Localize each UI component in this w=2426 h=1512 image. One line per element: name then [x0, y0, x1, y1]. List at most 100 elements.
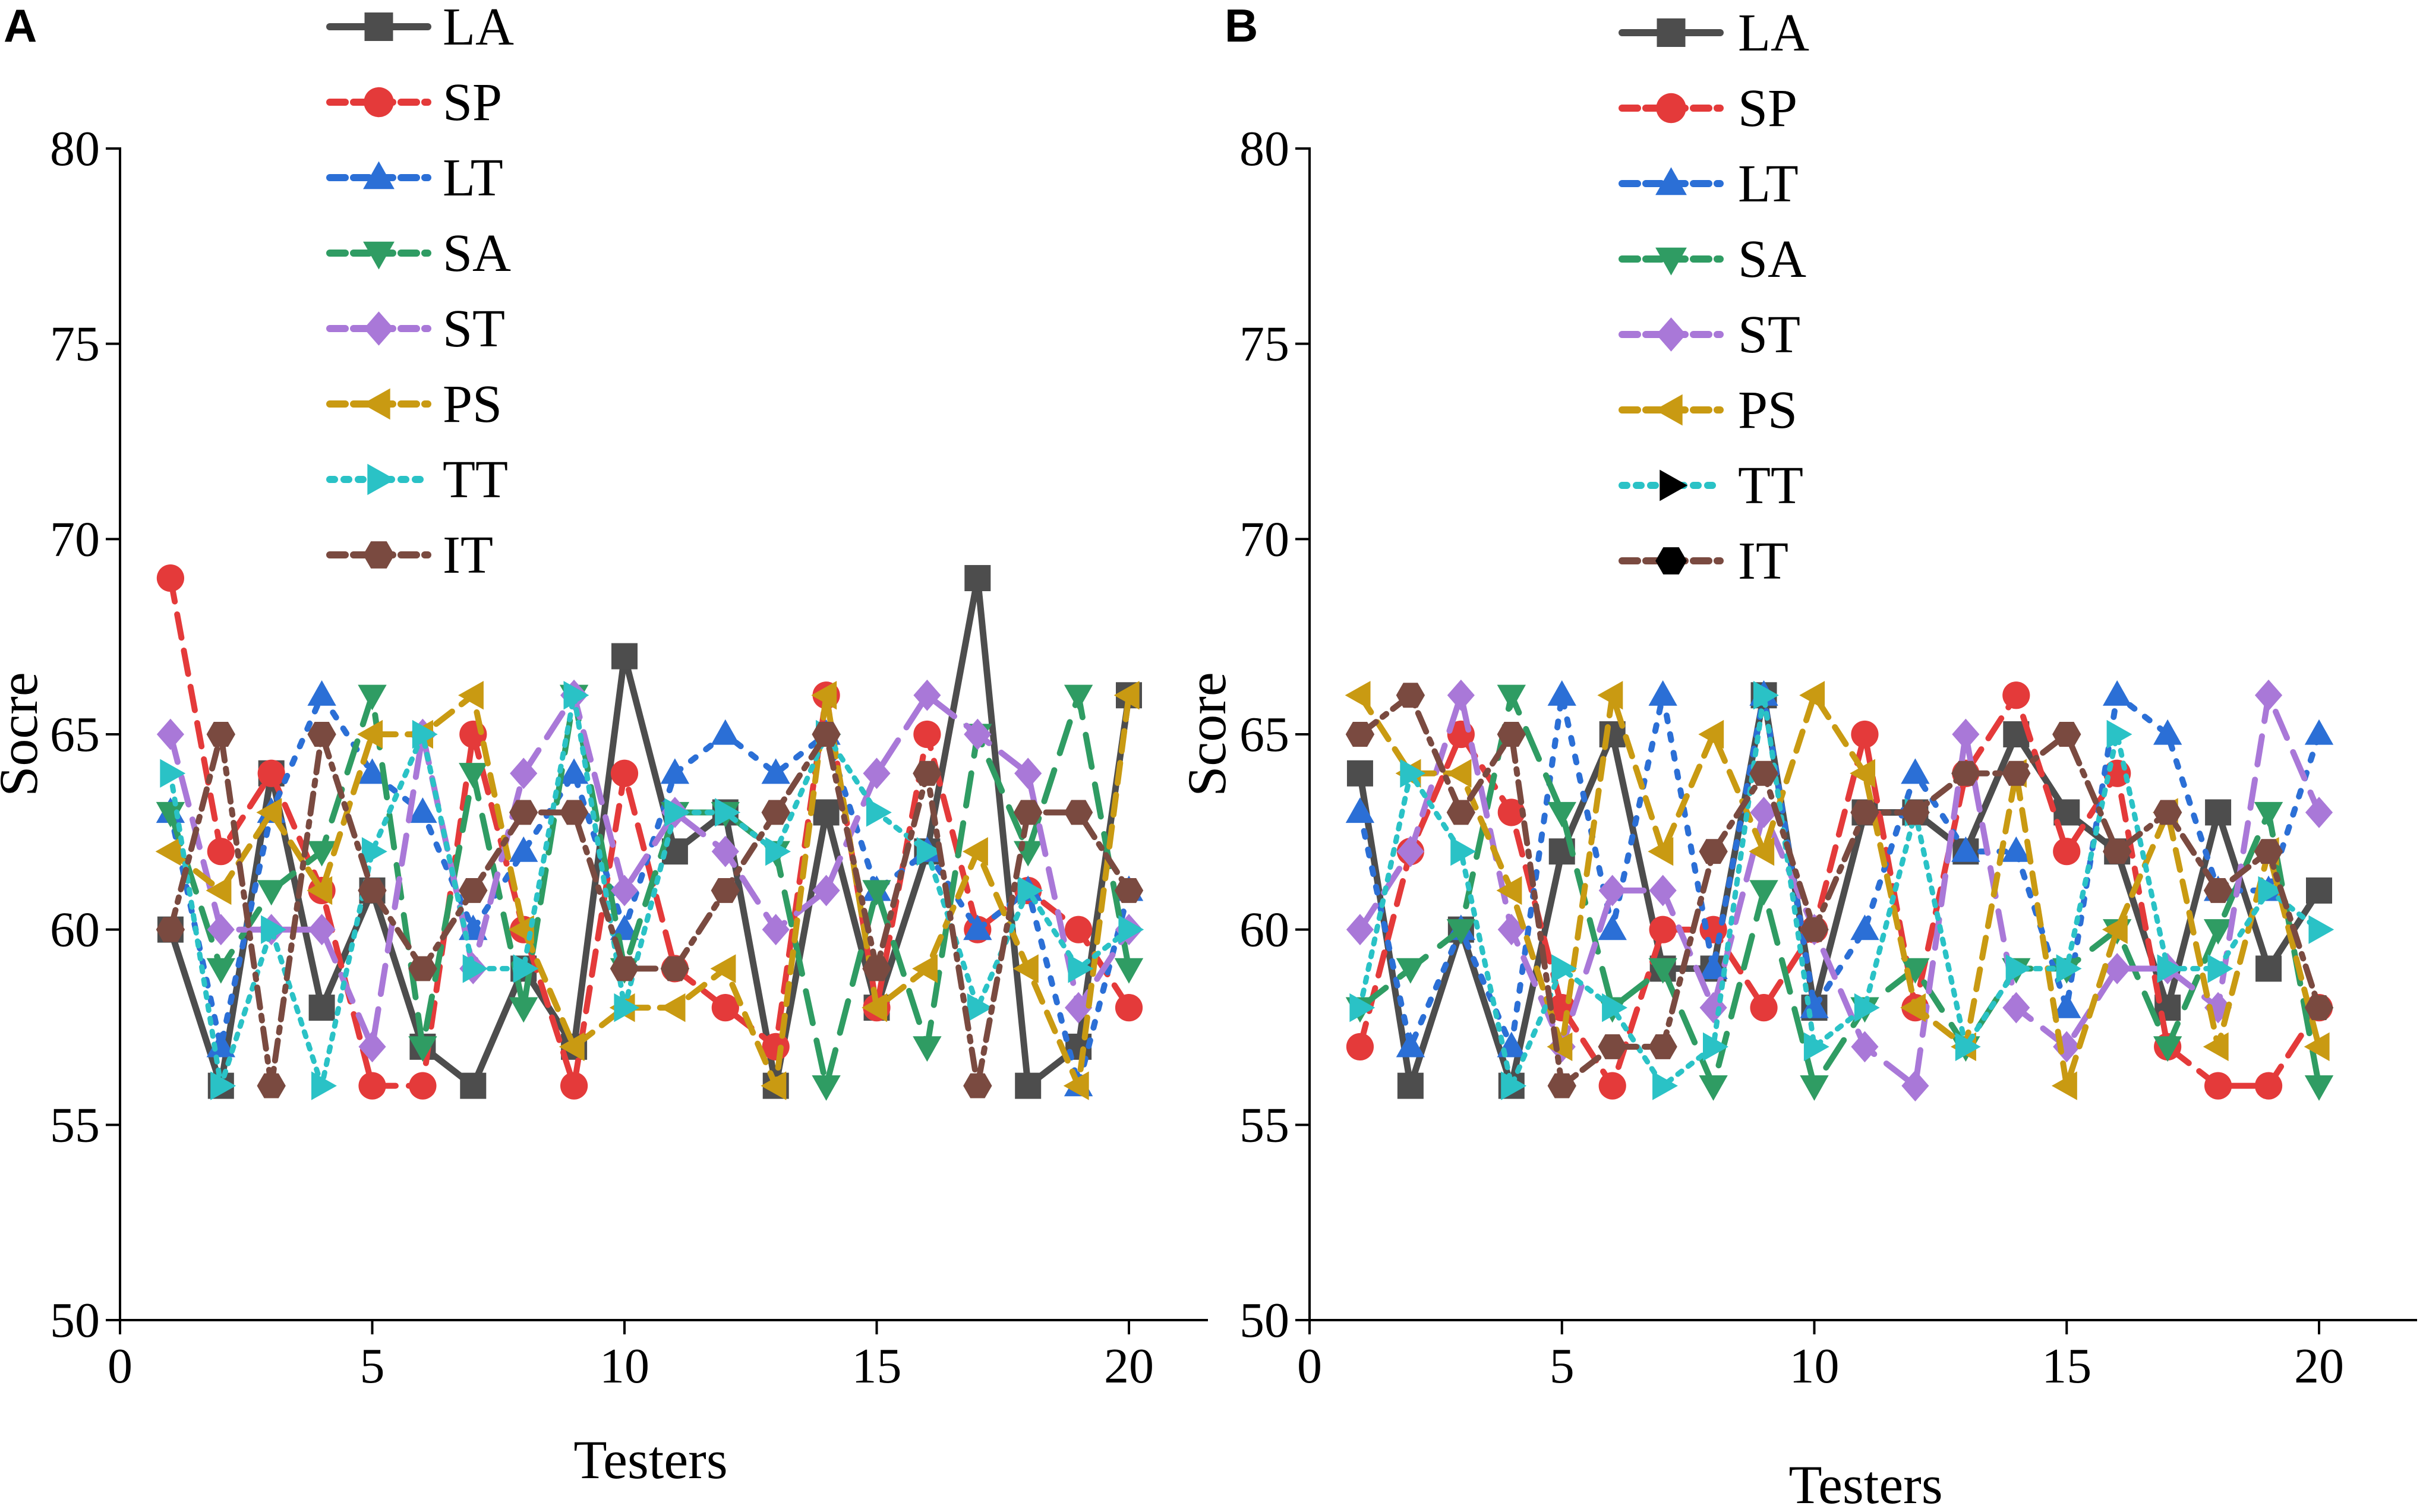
data-point-it [1648, 1034, 1677, 1059]
data-point-ps [2102, 915, 2128, 944]
data-point-ps [357, 719, 383, 749]
data-point-tt [967, 993, 993, 1022]
series-line-sp [1356, 692, 2322, 1089]
y-tick-label: 60 [1239, 902, 1289, 958]
data-point-la [611, 643, 638, 670]
panel-letter-a: A [4, 0, 37, 52]
data-point-sp [1065, 916, 1093, 943]
data-point-sp [711, 994, 739, 1022]
data-point-lt [1345, 797, 1375, 823]
data-point-sp [1750, 994, 1778, 1022]
legend-label-sp: SP [443, 73, 502, 132]
data-point-it [610, 956, 639, 981]
legend-item-sa: SA [326, 224, 511, 283]
series-sp [156, 564, 1143, 1100]
data-point-st [2103, 953, 2131, 984]
y-tick-label: 65 [1239, 707, 1289, 762]
data-point-sp [1851, 720, 1879, 749]
data-point-ps [811, 681, 837, 710]
legend-marker-sa [363, 241, 395, 270]
data-point-it [156, 917, 185, 942]
series-line-ps [1356, 692, 2322, 1089]
y-tick-label: 65 [50, 707, 100, 762]
data-point-tt [2258, 876, 2284, 905]
legend-item-st: ST [1619, 305, 1800, 364]
data-point-la [2205, 799, 2232, 826]
legend-item-sp: SP [326, 73, 502, 132]
data-point-lt [711, 719, 740, 745]
data-point-it [1598, 1034, 1627, 1059]
data-point-tt [866, 798, 892, 827]
data-point-ps [1597, 681, 1623, 710]
data-point-sp [2053, 838, 2081, 866]
legend-label-it: IT [443, 526, 493, 585]
series-tt [160, 681, 1144, 1100]
data-point-it [913, 760, 942, 786]
data-point-sp [913, 720, 941, 749]
data-point-it [1850, 800, 1879, 825]
data-point-tt [1118, 915, 1144, 944]
data-point-it [459, 877, 488, 903]
data-point-it [1497, 722, 1526, 747]
data-point-lt [1951, 836, 1980, 862]
data-point-la [1015, 1072, 1042, 1099]
data-point-sa [509, 997, 538, 1023]
x-tick-label: 10 [1790, 1339, 1840, 1394]
x-axis-title: Testers [1788, 1454, 1942, 1512]
y-axis-title: Socre [0, 672, 49, 796]
data-point-tt [2056, 954, 2082, 983]
data-point-lt [1699, 954, 1728, 979]
data-point-ps [912, 954, 938, 983]
data-point-it [963, 1073, 992, 1099]
data-point-lt [559, 758, 589, 784]
data-point-lt [761, 758, 790, 784]
series-line-la [167, 575, 1132, 1090]
data-point-sa [2254, 801, 2283, 828]
data-point-ps [862, 993, 888, 1022]
data-point-lt [1396, 1031, 1425, 1058]
data-point-tt [1400, 759, 1426, 788]
data-point-it [2103, 839, 2132, 864]
legend-marker-it [363, 541, 395, 569]
data-point-sa [913, 1036, 942, 1062]
legend-item-ps: PS [326, 375, 502, 434]
legend-label-lt: LT [443, 149, 503, 207]
data-point-it [660, 956, 690, 981]
data-point-tt [210, 1071, 236, 1100]
legend-item-lt: LT [326, 149, 503, 207]
legend-item-tt: TT [1619, 456, 1803, 515]
data-point-tt [361, 837, 387, 866]
data-point-tt [1602, 993, 1627, 1022]
data-point-tt [462, 954, 488, 983]
legend-label-tt: TT [443, 450, 508, 509]
data-point-ps [155, 837, 181, 866]
data-point-sa [1648, 958, 1677, 984]
data-point-it [2153, 800, 2182, 825]
data-point-it [1396, 683, 1425, 708]
data-point-ps [2051, 1071, 2077, 1100]
data-point-tt [2207, 954, 2233, 983]
data-point-lt [408, 797, 437, 823]
data-point-sa [1396, 958, 1425, 984]
legend-label-lt: LT [1738, 154, 1799, 213]
data-point-it [1114, 877, 1144, 903]
data-point-st [1497, 914, 1525, 946]
data-point-sp [207, 838, 235, 866]
data-point-it [1699, 839, 1728, 864]
legend-label-sp: SP [1738, 79, 1797, 138]
y-tick-label: 80 [1239, 121, 1289, 176]
data-point-lt [1850, 914, 1879, 940]
data-point-ps [1446, 759, 1472, 788]
data-point-sa [358, 684, 387, 711]
series-line-tt [1357, 692, 2322, 1089]
data-point-sa [1547, 801, 1576, 828]
x-tick-label: 5 [360, 1339, 385, 1394]
series-line-tt [168, 692, 1132, 1089]
legend-marker-la [1657, 18, 1686, 47]
data-point-tt [1450, 837, 1477, 866]
data-point-sp [1497, 798, 1525, 826]
series-it [1345, 683, 2334, 1099]
data-point-it [2002, 760, 2031, 786]
data-point-lt [2304, 719, 2334, 745]
data-point-lt [2002, 836, 2031, 862]
